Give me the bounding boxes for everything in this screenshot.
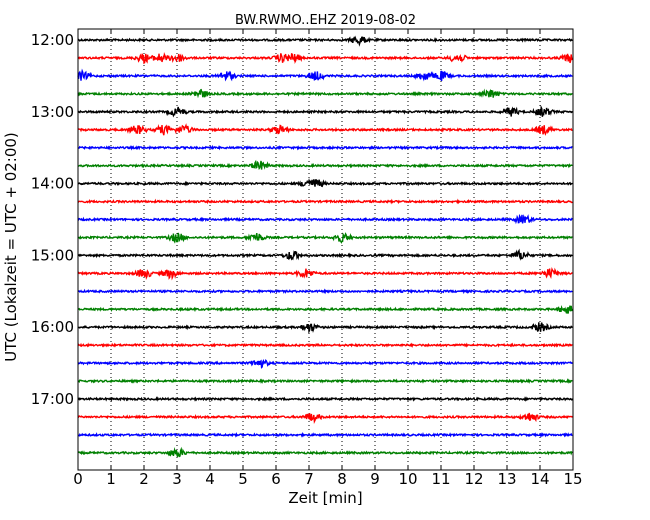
- trace-1545: [77, 305, 574, 314]
- y-axis-ticks: 12:00 13:00 14:00 15:00 16:00 17:00: [31, 31, 573, 408]
- plot-frame: [77, 28, 574, 471]
- x-axis-label: Zeit [min]: [288, 489, 362, 507]
- x-tick-label: 10: [398, 470, 417, 488]
- trace-1230: [77, 68, 573, 82]
- trace-1645: [77, 378, 573, 384]
- x-tick-label: 7: [304, 470, 314, 488]
- y-tick-label: 16:00: [31, 318, 74, 336]
- trace-1600: [77, 322, 573, 335]
- seismogram-traces: [77, 35, 574, 458]
- grid-lines: [110, 29, 541, 470]
- trace-1745: [77, 446, 573, 458]
- y-tick-label: 14:00: [31, 175, 74, 193]
- trace-1445: [77, 232, 573, 244]
- x-tick-label: 9: [370, 470, 380, 488]
- y-tick-label: 15:00: [31, 246, 74, 264]
- chart-title: BW.RWMO..EHZ 2019-08-02: [235, 13, 416, 28]
- x-tick-label: 5: [238, 470, 248, 488]
- x-tick-label: 11: [431, 470, 450, 488]
- trace-1730: [77, 431, 573, 438]
- x-tick-label: 3: [172, 470, 182, 488]
- x-tick-label: 12: [464, 470, 483, 488]
- trace-1530: [77, 288, 573, 295]
- trace-1615: [77, 342, 573, 348]
- trace-1700: [77, 396, 574, 402]
- x-tick-label: 13: [497, 470, 516, 488]
- trace-1415: [77, 198, 573, 205]
- trace-1515: [77, 267, 573, 281]
- x-tick-label: 8: [337, 470, 347, 488]
- y-tick-label: 12:00: [31, 31, 74, 49]
- x-tick-label: 4: [205, 470, 215, 488]
- x-tick-label: 1: [106, 470, 116, 488]
- trace-1300: [77, 104, 573, 118]
- x-tick-label: 6: [271, 470, 281, 488]
- y-axis-label: UTC (Lokalzeit = UTC + 02:00): [2, 132, 20, 362]
- trace-1315: [77, 123, 573, 136]
- y-tick-label: 13:00: [31, 103, 74, 121]
- x-tick-label: 15: [563, 470, 582, 488]
- y-tick-label: 17:00: [31, 390, 74, 408]
- x-tick-label: 2: [139, 470, 149, 488]
- x-axis-ticks: 0 1 2 3 4 5 6 7 8 9 10 11 12 13 14 15: [73, 29, 583, 488]
- trace-1215: [77, 51, 574, 65]
- trace-1400: [77, 178, 573, 188]
- trace-1330: [77, 144, 573, 151]
- x-tick-label: 14: [530, 470, 549, 488]
- trace-1715: [77, 412, 573, 425]
- trace-1430: [77, 213, 573, 225]
- trace-1245: [77, 88, 573, 99]
- trace-1500: [77, 248, 573, 261]
- x-tick-label: 0: [73, 470, 83, 488]
- trace-1630: [77, 358, 573, 369]
- trace-1345: [77, 159, 573, 170]
- trace-1200: [77, 35, 573, 47]
